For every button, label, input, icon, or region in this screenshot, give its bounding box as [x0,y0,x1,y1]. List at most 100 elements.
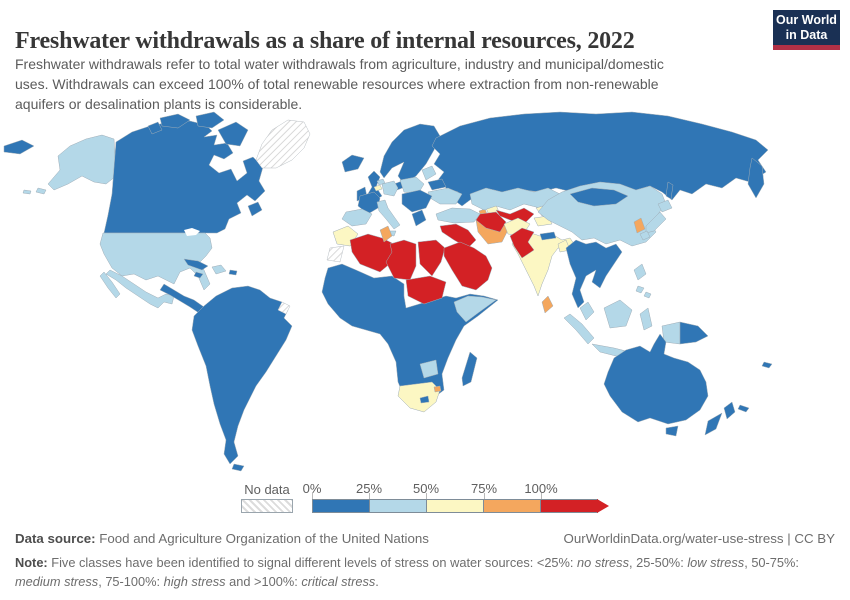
country-libya[interactable] [385,239,417,281]
country-eswatini[interactable] [433,385,442,393]
region-kamchatka[interactable] [747,157,765,199]
country-chukotka[interactable] [3,139,35,155]
region-horn-of-africa[interactable] [453,295,497,323]
region-baltics[interactable] [421,165,437,181]
country-south-korea[interactable] [633,217,646,234]
country-usa[interactable] [99,232,213,291]
island-arctic-2[interactable] [195,111,225,129]
island-tasmania[interactable] [665,425,679,437]
country-pakistan[interactable] [509,227,535,259]
note-no-stress: no stress [577,555,629,570]
note-high-stress: high stress [163,574,226,590]
island-aleutian-2[interactable] [22,189,32,195]
region-arabia[interactable] [443,241,493,291]
region-central-europe[interactable] [399,176,425,195]
country-italy[interactable] [376,199,401,230]
island-philippines-3[interactable] [643,291,652,299]
country-south-africa[interactable] [397,381,441,413]
country-turkey[interactable] [435,207,481,224]
country-zimbabwe[interactable] [419,359,439,379]
world-map [3,111,773,472]
island-borneo[interactable] [603,299,633,329]
region-french-guiana[interactable] [277,301,291,315]
country-egypt[interactable] [417,239,446,277]
country-iceland[interactable] [341,154,365,173]
island-aleutian-1[interactable] [35,187,47,195]
region-scandinavia[interactable] [379,123,441,185]
country-sri-lanka[interactable] [541,295,554,314]
country-papua-new-guinea[interactable] [679,321,709,345]
country-turkmenistan[interactable] [475,211,507,233]
island-sumatra[interactable] [563,313,595,345]
island-newfoundland[interactable] [247,201,263,217]
country-france[interactable] [357,191,381,215]
chart-subtitle: Freshwater withdrawals refer to total wa… [15,55,755,115]
legend-color-bar [312,499,598,513]
country-belarus[interactable] [427,178,447,191]
region-mainland-southeast-asia[interactable] [565,239,623,309]
country-madagascar[interactable] [461,351,478,387]
island-arctic-4[interactable] [147,121,163,135]
island-arctic-3[interactable] [217,121,249,147]
country-tunisia[interactable] [379,225,393,243]
country-greenland[interactable] [255,119,311,169]
country-lesotho[interactable] [419,395,430,404]
island-new-zealand-south[interactable] [704,412,723,436]
region-sub-saharan-africa[interactable] [321,263,499,401]
map-legend: No data 0% 25% 50% 75% 100% [0,480,850,518]
island-arctic-1[interactable] [159,113,191,129]
note-text: Five classes have been identified to sig… [47,555,578,570]
note-medium-stress: medium stress [15,574,99,590]
great-lakes [184,228,200,236]
no-data-label: No data [244,482,290,497]
country-cuba[interactable] [183,258,209,271]
region-baja-california[interactable] [99,271,121,299]
legend-bin-0-25[interactable] [312,499,370,513]
legend-tick-75 [484,493,485,500]
region-iberia[interactable] [341,208,373,227]
country-mexico[interactable] [105,269,175,309]
owid-link[interactable]: OurWorldinData.org/water-use-stress | CC… [563,531,835,546]
island-new-caledonia[interactable] [737,404,750,413]
country-germany[interactable] [381,180,399,197]
owid-logo[interactable]: Our World in Data [773,10,840,50]
country-alaska[interactable] [47,134,117,191]
country-sudan[interactable] [405,275,447,305]
island-japan-kyushu[interactable] [639,230,651,241]
legend-bin-75-100[interactable] [483,499,541,513]
region-balkans[interactable] [401,189,433,213]
island-sulawesi[interactable] [639,307,653,331]
island-hispaniola[interactable] [211,264,227,275]
island-philippines-luzon[interactable] [633,263,647,281]
logo-line-2: in Data [785,27,828,42]
country-jamaica[interactable] [193,271,204,279]
island-philippines-2[interactable] [635,285,645,294]
country-greece[interactable] [411,209,427,227]
country-belgium[interactable] [373,184,383,192]
legend-bin-50-75[interactable] [426,499,484,513]
legend-arrow [597,499,609,513]
island-new-zealand-north[interactable] [723,401,736,420]
island-sakhalin[interactable] [665,181,674,200]
legend-tick-100 [541,493,542,500]
region-western-sahara[interactable] [326,245,345,263]
legend-bin-25-50[interactable] [369,499,427,513]
country-australia[interactable] [603,333,709,425]
country-nepal[interactable] [539,231,557,241]
region-iraq-levant[interactable] [439,223,477,249]
region-malay-peninsula[interactable] [579,301,595,321]
country-mongolia[interactable] [569,187,629,207]
subtitle-line-1: Freshwater withdrawals refer to total wa… [15,56,664,72]
no-data-swatch[interactable] [241,499,293,513]
island-tierra-del-fuego[interactable] [231,463,245,472]
country-puerto-rico[interactable] [228,269,238,276]
note-sep-4: and >100%: [225,574,302,590]
island-japan-hokkaido[interactable] [657,199,673,213]
country-fiji[interactable] [761,361,773,369]
legend-tick-label-0: 0% [302,481,322,496]
logo-line-1: Our World [776,12,837,27]
region-south-america[interactable] [191,285,293,465]
legend-bin-over-100[interactable] [540,499,598,513]
country-uzbekistan[interactable] [495,207,535,225]
